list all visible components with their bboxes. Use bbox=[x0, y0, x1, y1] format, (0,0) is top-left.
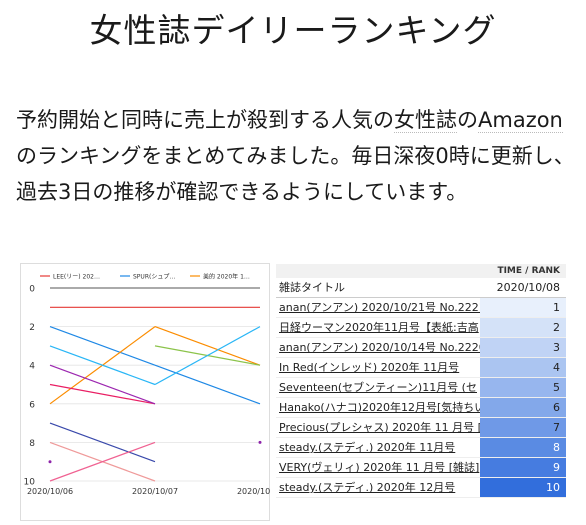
table-row: 日経ウーマン2020年11月号【表紙:吉高 2 bbox=[276, 318, 566, 338]
x-tick-label: 2020/10/07 bbox=[132, 487, 178, 496]
y-tick-label: 4 bbox=[29, 362, 35, 372]
chart-svg: LEE(リー) 202… SPUR(シュプ… 美的 2020年 1…02468102… bbox=[20, 263, 283, 521]
magazine-title-link[interactable]: Hanako(ハナコ)2020年12月号[気持ちい bbox=[279, 401, 480, 414]
legend-entry: 美的 2020年 1… bbox=[203, 273, 250, 281]
series-line bbox=[49, 441, 156, 482]
table-row: In Red(インレッド) 2020年 11月号 4 bbox=[276, 358, 566, 378]
series-line bbox=[49, 383, 156, 405]
series-line bbox=[49, 345, 156, 386]
legend-entry: SPUR(シュプ… bbox=[133, 274, 175, 281]
rank-cell: 10 bbox=[480, 478, 566, 497]
y-tick-label: 8 bbox=[29, 439, 35, 449]
series-line bbox=[49, 422, 156, 463]
table-header-date[interactable]: 2020/10/08 bbox=[496, 281, 560, 294]
magazine-title-link[interactable]: steady.(ステディ.) 2020年 12月号 bbox=[279, 481, 456, 494]
rank-cell: 3 bbox=[480, 338, 566, 357]
magazine-title-link[interactable]: 日経ウーマン2020年11月号【表紙:吉高 bbox=[279, 321, 479, 334]
series-line bbox=[49, 326, 156, 366]
table-row: VERY(ヴェリィ) 2020年 11 月号 [雑誌] 9 bbox=[276, 458, 566, 478]
magazine-title-link[interactable]: Precious(プレシャス) 2020年 11 月号 [ bbox=[279, 421, 480, 434]
intro-text: 予約開始と同時に売上が殺到する人気の女性誌のAmazon のランキングをまとめてみ… bbox=[16, 102, 576, 210]
magazine-title-link[interactable]: In Red(インレッド) 2020年 11月号 bbox=[279, 361, 460, 374]
ranking-line-chart: LEE(リー) 202… SPUR(シュプ… 美的 2020年 1… 0 2 4 6 8 10 2… bbox=[20, 263, 283, 521]
table-body: anan(アンアン) 2020/10/21号 No.2221[1 日経ウーマン20… bbox=[276, 298, 566, 498]
table-row: Seventeen(セブンティーン)11月号 (セ 5 bbox=[276, 378, 566, 398]
y-tick-label: 0 bbox=[29, 285, 35, 295]
rank-cell: 9 bbox=[480, 458, 566, 477]
table-header-title: 雑誌タイトル bbox=[279, 281, 345, 294]
y-tick-label: 10 bbox=[24, 478, 36, 488]
series-line bbox=[154, 326, 261, 366]
chart-frame bbox=[20, 263, 270, 521]
table-row: anan(アンアン) 2020/10/21号 No.2221[1 bbox=[276, 298, 566, 318]
intro-link-amazon[interactable]: Amazon bbox=[478, 108, 563, 133]
intro-link-women-magazine[interactable]: 女性誌 bbox=[394, 108, 457, 133]
series-line bbox=[154, 326, 261, 386]
ranking-table: TIME / RANK 雑誌タイトル 2020/10/08 anan(アンアン)… bbox=[276, 264, 566, 498]
series-point bbox=[258, 440, 262, 444]
table-row: Precious(プレシャス) 2020年 11 月号 [7 bbox=[276, 418, 566, 438]
rank-cell: 1 bbox=[480, 298, 566, 317]
table-row: steady.(ステディ.) 2020年 12月号 10 bbox=[276, 478, 566, 498]
rank-cell: 6 bbox=[480, 398, 566, 417]
intro-part-2: の bbox=[457, 108, 478, 132]
rank-cell: 2 bbox=[480, 318, 566, 337]
table-header-row: 雑誌タイトル 2020/10/08 bbox=[276, 278, 566, 298]
magazine-title-link[interactable]: steady.(ステディ.) 2020年 11月号 bbox=[279, 441, 456, 454]
page-title: 女性誌デイリーランキング bbox=[89, 11, 497, 50]
rank-cell: 8 bbox=[480, 438, 566, 457]
rank-cell: 5 bbox=[480, 378, 566, 397]
series-point bbox=[48, 460, 52, 464]
table-row: anan(アンアン) 2020/10/14号 No.2220[3 bbox=[276, 338, 566, 358]
table-row: steady.(ステディ.) 2020年 11月号 8 bbox=[276, 438, 566, 458]
series-line bbox=[49, 364, 156, 405]
y-tick-label: 2 bbox=[29, 323, 35, 333]
magazine-title-link[interactable]: Seventeen(セブンティーン)11月号 (セ bbox=[279, 381, 477, 394]
table-row: Hanako(ハナコ)2020年12月号[気持ちい 6 bbox=[276, 398, 566, 418]
table-header-time-rank: TIME / RANK bbox=[276, 264, 566, 278]
magazine-title-link[interactable]: VERY(ヴェリィ) 2020年 11 月号 [雑誌] bbox=[279, 461, 480, 474]
legend-entry: LEE(リー) 202… bbox=[53, 274, 100, 281]
rank-cell: 7 bbox=[480, 418, 566, 437]
intro-part-3: のランキングをまとめてみました。毎日深夜0時に更新し、過去3日の推移が確認できる… bbox=[16, 144, 575, 204]
x-tick-label: 2020/10/06 bbox=[27, 487, 73, 496]
x-tick-label: 2020/10/08 bbox=[237, 487, 270, 496]
intro-part-1: 予約開始と同時に売上が殺到する人気の bbox=[16, 108, 394, 132]
magazine-title-link[interactable]: anan(アンアン) 2020/10/14号 No.2220[ bbox=[279, 341, 480, 354]
magazine-title-link[interactable]: anan(アンアン) 2020/10/21号 No.2221[ bbox=[279, 301, 480, 314]
rank-cell: 4 bbox=[480, 358, 566, 377]
series-line bbox=[154, 364, 261, 405]
y-tick-label: 6 bbox=[29, 400, 35, 410]
